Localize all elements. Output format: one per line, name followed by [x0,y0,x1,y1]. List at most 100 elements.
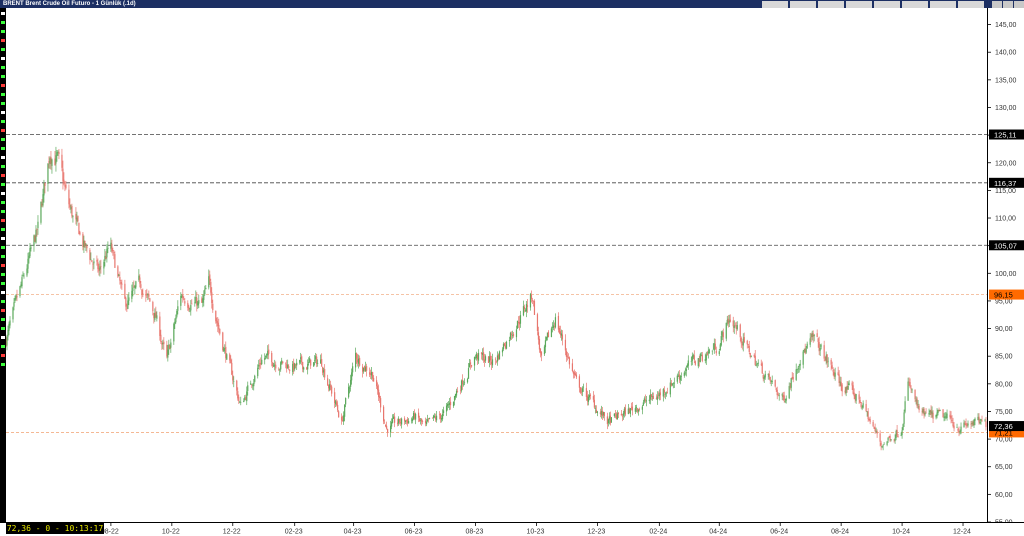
toolbar-tool-icon[interactable] [1,228,5,231]
candle [424,417,427,427]
toolbar-tool-icon[interactable] [1,282,5,285]
toolbar-tool-icon[interactable] [1,354,5,357]
candle [197,300,199,309]
toolbar-tool-icon[interactable] [1,192,5,195]
candle [182,288,184,303]
candle [204,285,206,296]
toolbar-tool-icon[interactable] [1,309,5,312]
candle [282,361,284,365]
title-bar-segment[interactable] [902,0,928,8]
candle [966,422,968,428]
maximize-icon[interactable] [1003,0,1013,8]
candle [669,377,671,398]
toolbar-tool-icon[interactable] [1,300,5,303]
toolbar-tool-icon[interactable] [1,210,5,213]
candle [950,411,952,424]
toolbar-tool-icon[interactable] [1,363,5,366]
title-bar-segment[interactable] [846,0,872,8]
toolbar-tool-icon[interactable] [1,120,5,123]
title-bar-segment[interactable] [874,0,900,8]
candle [348,383,350,399]
toolbar-tool-icon[interactable] [1,237,5,240]
title-bar-segment[interactable] [762,0,788,8]
toolbar-tool-icon[interactable] [1,21,5,24]
candle [638,407,640,412]
level-label-bg [989,240,1024,251]
minimize-icon[interactable] [992,0,1002,8]
toolbar-tool-icon[interactable] [1,345,5,348]
toolbar-tool-icon[interactable] [1,75,5,78]
candle [837,366,839,376]
close-icon[interactable] [1014,0,1024,8]
toolbar-tool-icon[interactable] [1,84,5,87]
candlestick-chart[interactable] [5,8,987,522]
candle [508,336,511,347]
candle [799,359,801,371]
toolbar-tool-icon[interactable] [1,219,5,222]
toolbar-tool-icon[interactable] [1,93,5,96]
toolbar-tool-icon[interactable] [1,30,5,33]
title-bar-segment[interactable] [818,0,844,8]
toolbar-tool-icon[interactable] [1,102,5,105]
candle [162,339,164,350]
candle [447,400,450,409]
toolbar-tool-icon[interactable] [1,48,5,51]
price-tick-label: 60,00 [995,492,1013,499]
toolbar-tool-icon[interactable] [1,147,5,150]
price-tick-label: 135,00 [995,77,1017,84]
price-axis[interactable]: 55,0060,0065,0070,0075,0080,0085,0090,00… [987,8,1024,527]
candle [145,289,147,302]
candle [559,325,562,338]
candle [715,346,717,356]
candle [785,395,787,404]
candle [334,387,336,409]
candle [756,362,758,369]
candle [582,383,585,392]
time-tick-label: 02-24 [649,529,667,536]
title-bar-segment[interactable] [930,0,956,8]
candle [615,412,617,420]
toolbar-tool-icon[interactable] [1,264,5,267]
candle [163,337,165,351]
toolbar-tool-icon[interactable] [1,201,5,204]
title-bar-segment[interactable] [790,0,816,8]
candle [155,306,157,318]
candle [733,320,735,334]
candle [247,381,249,396]
toolbar-tool-icon[interactable] [1,273,5,276]
toolbar-tool-icon[interactable] [1,336,5,339]
candle [587,394,590,406]
candle [295,363,297,369]
candle [219,328,221,336]
toolbar-tool-icon[interactable] [1,156,5,159]
toolbar-tool-icon[interactable] [1,174,5,177]
candle [635,404,637,413]
candle [254,374,256,384]
toolbar-tool-icon[interactable] [1,291,5,294]
toolbar-tool-icon[interactable] [1,246,5,249]
toolbar-tool-icon[interactable] [1,39,5,42]
toolbar-tool-icon[interactable] [1,129,5,132]
candle [329,379,331,392]
time-axis[interactable]: 06-2208-2210-2212-2202-2304-2306-2308-23… [0,522,1024,536]
candle [280,361,282,372]
title-bar-segment[interactable] [958,0,984,8]
candle [872,419,874,427]
candle [489,352,492,366]
level-label-bg [989,427,1024,438]
toolbar-tool-icon[interactable] [1,183,5,186]
toolbar-tool-icon[interactable] [1,111,5,114]
toolbar-tool-icon[interactable] [1,318,5,321]
toolbar-tool-icon[interactable] [1,66,5,69]
toolbar-tool-icon[interactable] [1,57,5,60]
toolbar-tool-icon[interactable] [1,12,5,15]
toolbar-tool-icon[interactable] [1,327,5,330]
toolbar-tool-icon[interactable] [1,165,5,168]
candle [434,413,437,422]
candle [525,300,528,318]
candle [530,290,533,303]
candle [72,215,74,223]
chart-plot-area[interactable] [5,8,987,522]
toolbar-tool-icon[interactable] [1,138,5,141]
toolbar-tool-icon[interactable] [1,255,5,258]
